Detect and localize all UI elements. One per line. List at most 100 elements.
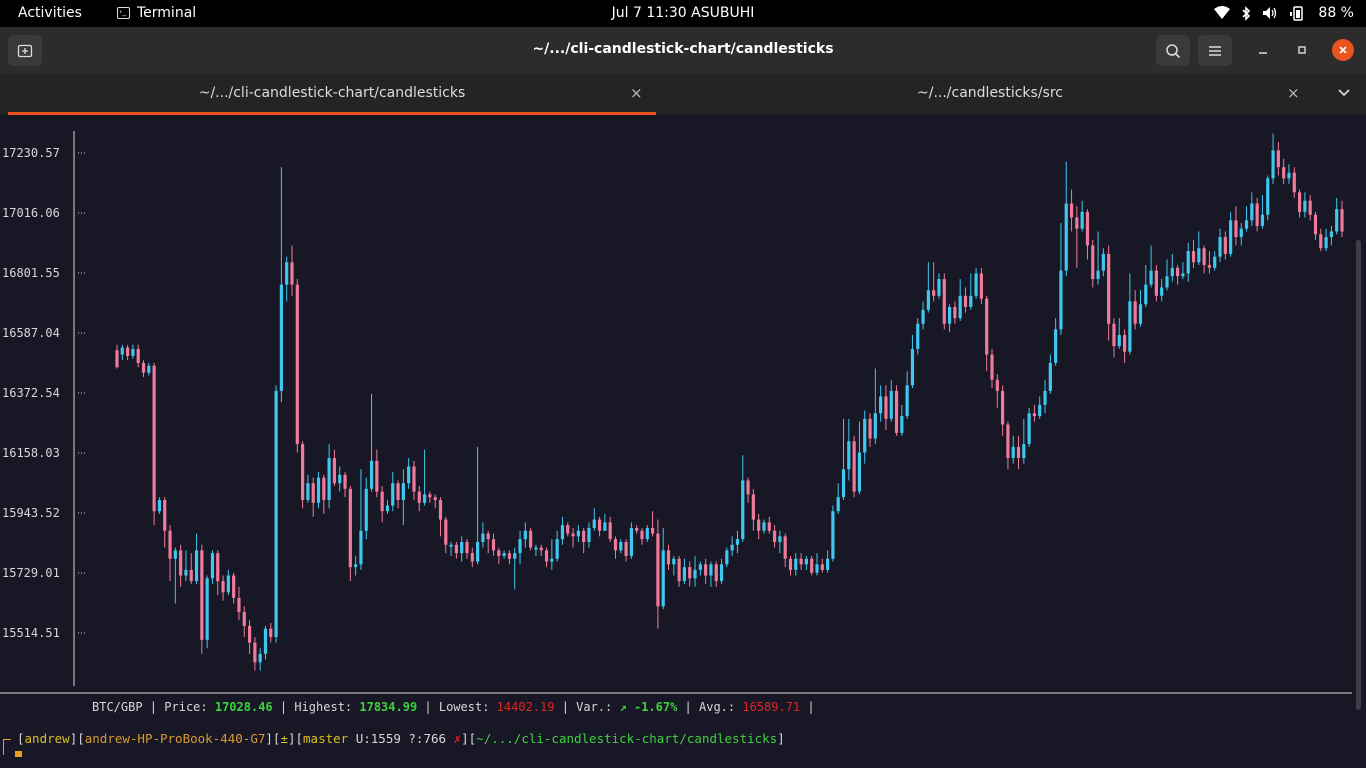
candle-body	[560, 525, 565, 540]
candle-body	[836, 497, 840, 512]
candle	[841, 418, 846, 501]
candle-body	[1059, 270, 1063, 330]
candle-body	[518, 539, 522, 554]
candle-body	[1282, 167, 1286, 179]
candle-body	[884, 396, 888, 419]
candle	[799, 553, 803, 570]
candle	[772, 525, 777, 548]
candle-body	[1218, 237, 1222, 257]
scrollbar[interactable]	[1356, 240, 1361, 710]
activities-button[interactable]: Activities	[18, 5, 82, 21]
candle-body	[401, 483, 405, 501]
candle-body	[194, 550, 199, 582]
candle-body	[1006, 424, 1010, 459]
candle	[889, 379, 893, 422]
candle-body	[969, 295, 973, 308]
candle	[221, 575, 225, 601]
system-tray[interactable]: 88 %	[1214, 5, 1354, 21]
tab-src[interactable]: ~/.../candlesticks/src ×	[664, 74, 1316, 115]
candle-body	[173, 550, 177, 559]
candle	[576, 525, 580, 542]
candle	[1096, 231, 1100, 285]
candle-body	[1138, 304, 1143, 324]
candle-body	[348, 488, 352, 568]
candle	[767, 516, 771, 534]
candle	[1133, 290, 1137, 330]
terminal-view[interactable]: 17230.57 17016.06 16801.55 16587.04 16372.54…	[0, 115, 1366, 768]
candle	[1181, 262, 1185, 280]
app-menu[interactable]: ›_ Terminal	[117, 5, 196, 21]
candle-body	[730, 544, 734, 551]
candle-body	[1043, 390, 1047, 405]
candle	[804, 555, 808, 570]
candle	[730, 536, 734, 556]
candle-body	[1335, 209, 1339, 232]
candle	[566, 522, 570, 537]
candle	[905, 371, 909, 419]
candle-body	[905, 385, 909, 417]
tab-close-icon[interactable]: ×	[630, 84, 643, 102]
y-tick-label: 16372.54	[2, 386, 60, 400]
candle-body	[332, 458, 337, 484]
candle-body	[1319, 234, 1323, 249]
clock[interactable]: Jul 7 11:30 ASUBUHI	[611, 5, 755, 21]
price-value: 17028.46	[214, 700, 273, 714]
tab-close-icon[interactable]: ×	[1287, 84, 1300, 102]
terminal-icon: ›_	[117, 7, 130, 19]
candle-body	[364, 488, 368, 531]
new-tab-button[interactable]	[8, 35, 42, 66]
candle-body	[491, 539, 496, 551]
candle	[1319, 228, 1323, 252]
wifi-icon	[1214, 6, 1231, 19]
candle-body	[1308, 200, 1312, 215]
candle-body	[863, 418, 867, 453]
prompt-untracked: U:1559	[355, 731, 401, 746]
candle	[932, 262, 936, 302]
candle	[476, 446, 480, 565]
candle	[306, 474, 310, 503]
candle-body	[640, 530, 644, 540]
candle	[502, 550, 506, 559]
minimize-icon	[1259, 52, 1267, 54]
highest-label: Highest:	[294, 700, 353, 714]
candle-body	[910, 348, 915, 386]
candle-body	[396, 483, 400, 501]
candle	[295, 279, 299, 453]
candle-body	[189, 569, 193, 582]
candle	[582, 527, 586, 554]
lowest-label: Lowest:	[438, 700, 490, 714]
tab-candlesticks[interactable]: ~/.../cli-candlestick-chart/candlesticks…	[8, 74, 656, 115]
chevron-down-icon[interactable]	[1338, 89, 1350, 97]
maximize-button[interactable]	[1291, 39, 1313, 61]
candle-body	[242, 611, 246, 626]
candle	[136, 344, 140, 368]
candle-body	[937, 279, 941, 296]
candle-body	[645, 527, 649, 540]
candle	[762, 519, 766, 534]
candle	[979, 267, 983, 305]
candle-body	[682, 567, 687, 582]
candle	[624, 539, 628, 562]
candle-body	[985, 298, 989, 355]
candle	[242, 606, 246, 638]
candle	[428, 491, 432, 503]
minimize-button[interactable]	[1252, 39, 1274, 61]
candle	[783, 533, 787, 568]
menu-button[interactable]	[1198, 35, 1232, 66]
candle-body	[635, 527, 639, 531]
candle-body	[316, 477, 321, 503]
candle-body	[879, 396, 883, 414]
candle-body	[1176, 267, 1180, 277]
close-button[interactable]	[1332, 39, 1354, 61]
search-button[interactable]	[1156, 35, 1190, 66]
candle-body	[926, 290, 930, 310]
candle-body	[587, 527, 591, 542]
candle	[1260, 195, 1265, 229]
candle-body	[1329, 231, 1333, 238]
candle-body	[571, 533, 575, 537]
candle	[629, 522, 633, 559]
candle-body	[624, 541, 628, 556]
new-tab-icon	[17, 44, 33, 57]
candle	[179, 544, 183, 587]
candle-body	[608, 522, 612, 540]
